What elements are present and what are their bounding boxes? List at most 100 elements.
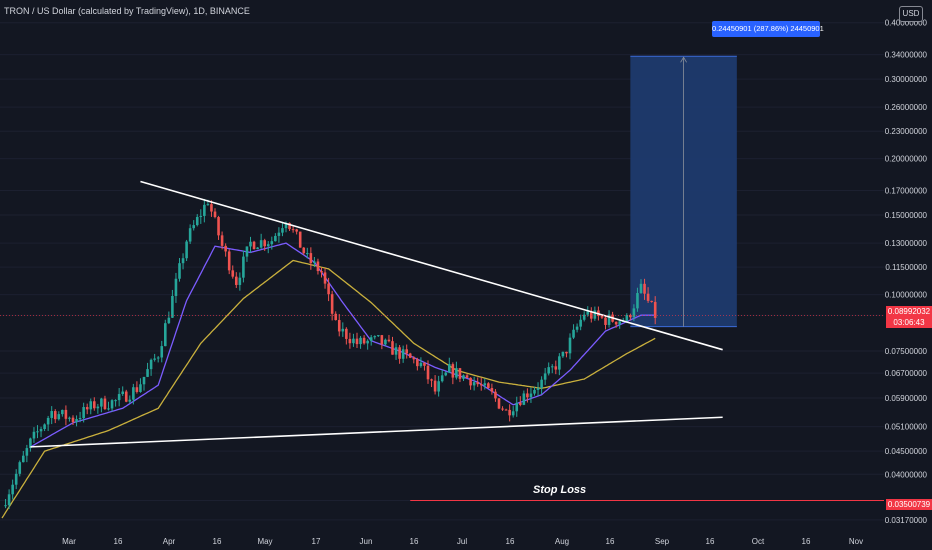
candle-body [93, 401, 96, 409]
candle-body [320, 271, 323, 273]
candle-body [124, 391, 128, 402]
candle-body [121, 391, 124, 395]
candle-body [245, 246, 249, 257]
candle-body [71, 417, 75, 423]
y-axis-background [884, 0, 932, 550]
candle-body [479, 384, 483, 386]
candle-body [547, 367, 550, 374]
candle-body [231, 270, 235, 277]
candle-body [50, 411, 53, 418]
candle-body [210, 204, 213, 212]
candle-body [458, 368, 462, 379]
candle-body [561, 351, 565, 357]
candle-body [117, 394, 121, 401]
candle-body [483, 383, 487, 386]
candle-body [504, 409, 508, 411]
candle-body [220, 235, 224, 246]
candle-body [309, 253, 313, 264]
candle-body [270, 241, 274, 245]
candle-body [295, 229, 298, 232]
candle-body [164, 323, 167, 347]
y-tick-label: 0.15000000 [885, 211, 928, 220]
candle-body [430, 379, 433, 381]
candle-body [203, 204, 206, 216]
countdown-value: 03:06:43 [893, 318, 925, 327]
candle-body [277, 232, 281, 236]
candle-body [174, 278, 178, 296]
candle-body [192, 225, 195, 229]
candle-body [348, 338, 352, 344]
candle-body [11, 484, 14, 495]
candle-body [142, 376, 146, 385]
candle-body [306, 253, 309, 255]
candle-body [242, 256, 245, 278]
candle-body [650, 300, 653, 302]
x-tick-label: Jun [360, 537, 373, 546]
candle-body [4, 505, 7, 507]
candle-body [181, 258, 185, 264]
candle-body [57, 414, 61, 420]
x-tick-label: 16 [506, 537, 515, 546]
candle-body [643, 283, 646, 294]
x-tick-label: 16 [114, 537, 123, 546]
candle-body [472, 382, 476, 386]
candle-body [494, 391, 497, 399]
candle-body [380, 335, 384, 345]
candle-body [266, 244, 270, 247]
y-tick-label: 0.03170000 [885, 516, 928, 525]
candle-body [639, 283, 643, 294]
y-tick-label: 0.13000000 [885, 239, 928, 248]
currency-button[interactable]: USD [899, 6, 923, 22]
candle-body [412, 357, 416, 360]
candle-body [540, 379, 543, 389]
candle-body [96, 406, 100, 409]
y-tick-label: 0.04000000 [885, 470, 928, 479]
candle-body [618, 321, 621, 325]
candle-body [359, 337, 362, 345]
candle-body [426, 365, 430, 380]
candle-body [607, 314, 611, 325]
candle-body [227, 251, 231, 271]
candle-body [543, 373, 547, 380]
y-tick-label: 0.05900000 [885, 394, 928, 403]
candle-body [515, 402, 519, 412]
candle-body [61, 409, 64, 415]
candle-body [604, 317, 607, 325]
candle-body [337, 320, 341, 332]
candle-body [171, 295, 174, 318]
x-tick-label: Aug [555, 537, 569, 546]
candle-body [46, 417, 50, 425]
candle-body [600, 316, 604, 318]
current-price-tag: 0.08992032 03:06:43 [886, 306, 932, 328]
candle-body [653, 301, 657, 318]
candle-body [238, 277, 242, 285]
candle-body [330, 294, 334, 314]
y-tick-label: 0.20000000 [885, 155, 928, 164]
candle-body [398, 347, 401, 359]
candle-body [146, 369, 149, 377]
candle-body [625, 315, 629, 321]
candle-body [64, 409, 68, 419]
candle-body [25, 448, 29, 456]
candle-body [206, 204, 210, 206]
candle-body [462, 375, 465, 379]
trendline-support [30, 416, 723, 448]
x-axis: Mar 16 Apr 16 May 17 Jun 16 Jul 16 Aug 16 Sep 16 Oct 16… [0, 534, 932, 550]
candle-body [213, 211, 217, 218]
candle-body [82, 407, 85, 419]
candle-body [334, 313, 337, 321]
x-tick-label: 16 [410, 537, 419, 546]
x-tick-label: Nov [849, 537, 863, 546]
candle-body [448, 364, 451, 373]
candle-body [568, 337, 572, 354]
x-tick-label: Mar [62, 537, 76, 546]
candle-body [110, 400, 114, 409]
candle-body [32, 431, 36, 439]
candle-body [405, 349, 408, 354]
candle-body [323, 272, 327, 284]
candle-body [85, 407, 89, 410]
candle-body [153, 358, 156, 360]
candle-body [529, 393, 533, 398]
candle-body [302, 247, 306, 254]
